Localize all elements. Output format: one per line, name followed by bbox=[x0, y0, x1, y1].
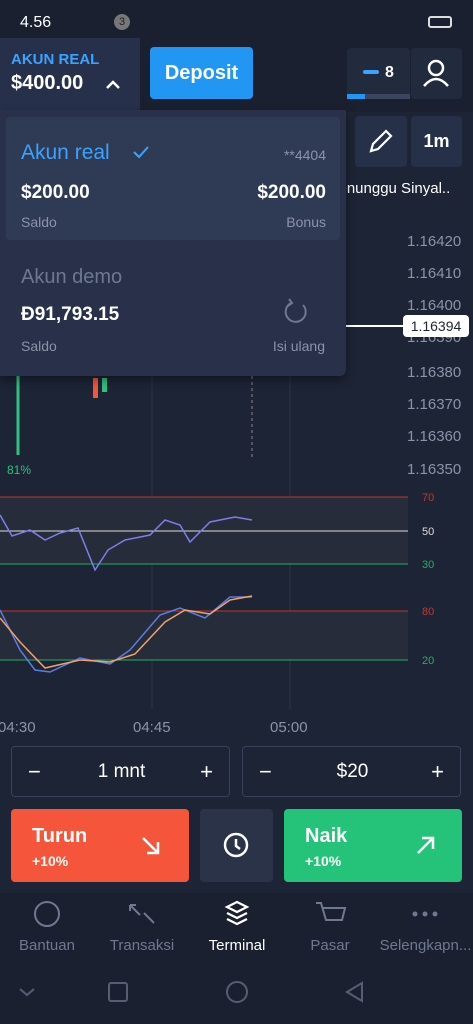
price-label: 1.16380 bbox=[407, 364, 462, 381]
rsi-level: 70 bbox=[422, 492, 435, 504]
price-label: 1.16350 bbox=[407, 461, 462, 478]
nav-label[interactable]: Terminal bbox=[208, 937, 266, 954]
balance-label: Saldo bbox=[21, 214, 57, 230]
price-label: 1.16370 bbox=[407, 396, 462, 413]
down-button[interactable]: Turun +10% bbox=[11, 809, 189, 882]
account-name[interactable]: Akun demo bbox=[21, 266, 123, 288]
minus-button[interactable]: − bbox=[28, 759, 41, 784]
refill-icon[interactable] bbox=[281, 297, 311, 327]
up-payout: +10% bbox=[305, 853, 342, 869]
price-label: 1.16420 bbox=[407, 233, 462, 250]
bonus-label: Bonus bbox=[286, 214, 326, 230]
indicators-button[interactable]: 8 bbox=[347, 48, 410, 99]
percent-label: 81% bbox=[7, 463, 32, 477]
chart bbox=[0, 190, 408, 710]
clock-button[interactable] bbox=[200, 809, 273, 882]
price-label: 1.16400 bbox=[407, 297, 462, 314]
refill-label: Isi ulang bbox=[272, 338, 325, 354]
current-price: 1.16394 bbox=[403, 315, 469, 337]
real-account[interactable]: Akun real **4404 $200.00 $200.00 Saldo B… bbox=[6, 117, 340, 240]
time-label: 04:30 bbox=[0, 719, 36, 736]
price-label: 1.16410 bbox=[407, 265, 462, 282]
duration-value[interactable]: 1 mnt bbox=[97, 761, 146, 782]
nav-label[interactable]: Pasar bbox=[310, 937, 350, 954]
up-button[interactable]: Naik +10% bbox=[284, 809, 462, 882]
draw-button[interactable] bbox=[355, 116, 407, 167]
account-selector[interactable]: AKUN REAL $400.00 bbox=[0, 38, 140, 110]
account-mask: **4404 bbox=[283, 147, 326, 163]
nav-label[interactable]: Bantuan bbox=[19, 937, 75, 954]
real-balance: $200.00 bbox=[21, 182, 90, 203]
profile-button[interactable] bbox=[411, 48, 462, 99]
up-label: Naik bbox=[305, 825, 348, 847]
nav-label[interactable]: Transaksi bbox=[109, 937, 175, 954]
indicator-icon bbox=[363, 70, 379, 74]
minus-button[interactable]: − bbox=[259, 759, 272, 784]
nav-label[interactable]: Selengkapn... bbox=[379, 937, 472, 954]
signal-text: Menunggu Sinyal.. bbox=[326, 180, 451, 197]
nav-icons bbox=[19, 900, 438, 1003]
plus-button[interactable]: + bbox=[431, 759, 444, 784]
rsi-level: 30 bbox=[422, 559, 435, 571]
amount-value[interactable]: $20 bbox=[336, 761, 369, 782]
check bbox=[133, 146, 149, 159]
timeframe-button[interactable]: 1m bbox=[411, 116, 462, 167]
bottom-nav: Bantuan Transaksi Terminal Pasar Selengk… bbox=[0, 893, 473, 1024]
account-balance: $400.00 bbox=[11, 72, 84, 94]
account-label: AKUN REAL bbox=[11, 51, 100, 68]
battery bbox=[428, 16, 452, 28]
demo-balance: Đ91,793.15 bbox=[21, 304, 120, 325]
deposit-button[interactable]: Deposit bbox=[150, 47, 253, 99]
status-time: 4.56 bbox=[20, 14, 52, 31]
down-payout: +10% bbox=[32, 853, 69, 869]
progress bbox=[347, 94, 410, 99]
status-badge: 3 bbox=[114, 14, 130, 30]
time-label: 05:00 bbox=[270, 719, 308, 736]
account-name: Akun real bbox=[21, 141, 110, 164]
down-label: Turun bbox=[32, 825, 88, 847]
caret bbox=[106, 80, 120, 89]
duration-control: − 1 mnt + bbox=[11, 746, 230, 797]
stoch-level: 20 bbox=[422, 655, 435, 667]
amount-control: − $20 + bbox=[242, 746, 461, 797]
indicator-count: 8 bbox=[385, 64, 394, 81]
arrow-down bbox=[142, 837, 160, 855]
arrow-up bbox=[417, 836, 435, 854]
balance-label: Saldo bbox=[21, 338, 57, 354]
stoch-level: 80 bbox=[422, 606, 435, 618]
time-label: 04:45 bbox=[133, 719, 171, 736]
account-dropdown: Akun real **4404 $200.00 $200.00 Saldo B… bbox=[0, 110, 346, 376]
bonus-balance: $200.00 bbox=[257, 182, 326, 203]
rsi-level: 50 bbox=[422, 526, 435, 538]
price-label: 1.16360 bbox=[407, 428, 462, 445]
plus-button[interactable]: + bbox=[200, 759, 213, 784]
